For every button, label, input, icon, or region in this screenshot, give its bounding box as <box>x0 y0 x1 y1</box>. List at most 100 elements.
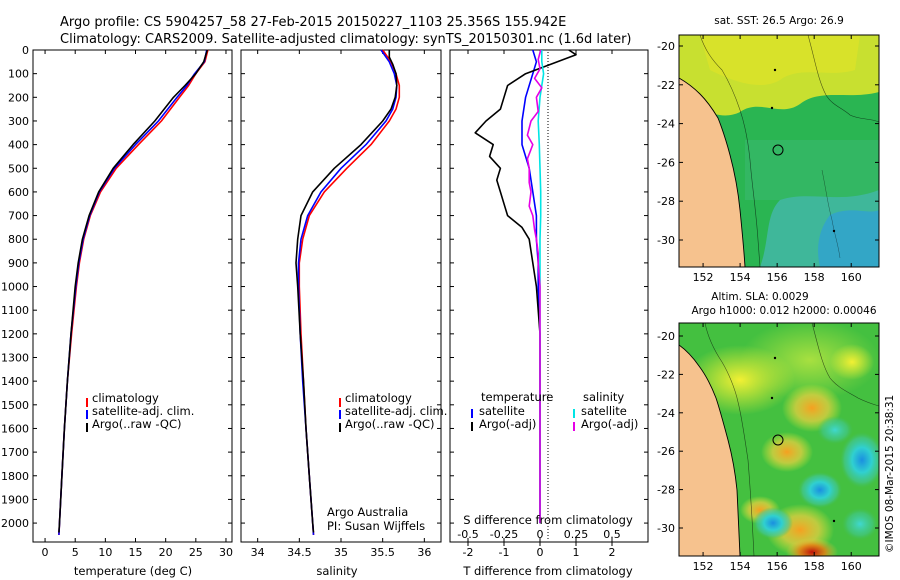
sla-y-axis: -20 -22 -24 -26 -28 -30 <box>657 330 879 535</box>
s-tick-label: 0 <box>537 528 544 541</box>
legend-argo: Argo(..raw -QC) <box>92 417 182 431</box>
series-line-salinity-argo-adj- <box>526 49 543 524</box>
s-tick-label: 0.25 <box>564 528 589 541</box>
sst-x-axis: 152 154 156 158 160 <box>693 35 862 284</box>
sst-coastline <box>679 77 746 267</box>
legend-satellite: satellite-adj. clim. <box>92 404 194 418</box>
salinity-axes-frame <box>240 49 442 543</box>
depth-tick-label: 600 <box>8 186 29 199</box>
depth-tick-label: 1400 <box>1 375 29 388</box>
lat-tick-label: -28 <box>657 195 675 208</box>
lat-tick-label: -26 <box>657 156 675 169</box>
x-tick-label: 20 <box>159 546 173 559</box>
depth-tick-label: 1900 <box>1 493 29 506</box>
lat-tick-label: -24 <box>657 118 675 131</box>
series-line-salinity-satellite <box>537 50 545 524</box>
lon-tick-label: 152 <box>693 271 714 284</box>
lat-tick-label: -26 <box>657 445 675 458</box>
difference-legend: temperature salinity satellite Argo(-adj… <box>471 390 638 431</box>
lat-tick-label: -22 <box>657 368 675 381</box>
sst-ridge <box>807 35 879 123</box>
series-line-satellite-adj-clim- <box>58 49 208 535</box>
lat-tick-label: -20 <box>657 330 675 343</box>
depth-tick-label: 100 <box>8 68 29 81</box>
lat-tick-label: -28 <box>657 484 675 497</box>
depth-tick-label: 1500 <box>1 399 29 412</box>
sla-map-title-2: Argo h1000: 0.012 h2000: 0.00046 <box>691 305 876 317</box>
x-tick-label: 10 <box>98 546 112 559</box>
lon-tick-label: 160 <box>841 560 862 573</box>
sla-coastline <box>679 344 741 556</box>
s-tick-label: -0.25 <box>490 528 518 541</box>
depth-tick-label: 1100 <box>1 304 29 317</box>
x-tick-label: 36 <box>417 546 431 559</box>
x-tick-label: 25 <box>189 546 203 559</box>
t-difference-x-axis: -2 -1 0 1 2 <box>463 50 616 559</box>
header-line-1: Argo profile: CS 5904257_58 27-Feb-2015 … <box>60 15 566 30</box>
legend-header-salinity: salinity <box>583 390 624 404</box>
depth-tick-label: 800 <box>8 233 29 246</box>
legend-climatology: climatology <box>92 391 159 405</box>
island-marker <box>773 68 777 72</box>
sla-anomaly <box>842 508 878 540</box>
island-marker <box>832 229 836 233</box>
island-marker <box>770 396 774 400</box>
legend-s-satellite: satellite <box>581 404 627 418</box>
sst-map: sat. SST: 26.5 Argo: 26.9 152 154 156 158 16… <box>657 15 880 284</box>
legend-argo: Argo(..raw -QC) <box>345 417 435 431</box>
series-line-climatology <box>58 49 209 535</box>
island-marker <box>770 106 774 110</box>
sla-anomaly <box>817 416 853 444</box>
temperature-legend: climatology satellite-adj. clim. Argo(..… <box>86 391 194 432</box>
lon-tick-label: 156 <box>767 271 788 284</box>
difference-series <box>474 49 577 524</box>
sla-anomaly <box>753 507 793 539</box>
lon-tick-label: 154 <box>730 560 751 573</box>
sla-anomaly <box>761 432 813 472</box>
series-line-argo-raw-qc- <box>58 49 209 533</box>
legend-s-argo: Argo(-adj) <box>581 417 638 431</box>
lon-tick-label: 154 <box>730 271 751 284</box>
sla-ridge <box>811 323 879 407</box>
lon-tick-label: 158 <box>804 560 825 573</box>
depth-tick-label: 500 <box>8 162 29 175</box>
x-tick-label: 15 <box>129 546 143 559</box>
t-difference-xlabel: T difference from climatology <box>462 564 633 578</box>
legend-t-argo: Argo(-adj) <box>479 417 536 431</box>
salinity-depth-ticks <box>241 49 441 524</box>
x-tick-label: 35.5 <box>370 546 395 559</box>
lon-tick-label: 156 <box>767 560 788 573</box>
island-marker <box>773 356 777 360</box>
sla-land <box>679 323 740 556</box>
depth-tick-label: 1600 <box>1 422 29 435</box>
depth-tick-label: 1800 <box>1 470 29 483</box>
sst-y-axis: -20 -22 -24 -26 -28 -30 <box>657 40 879 247</box>
sst-isobath <box>699 35 761 267</box>
depth-tick-label: 1200 <box>1 328 29 341</box>
s-tick-label: 0.5 <box>603 528 621 541</box>
salinity-xlabel: salinity <box>316 564 357 578</box>
sst-seamount-chain <box>821 169 841 259</box>
x-tick-label: 35 <box>334 546 348 559</box>
sst-cold-region <box>818 210 879 267</box>
lat-tick-label: -20 <box>657 40 675 53</box>
depth-tick-label: 300 <box>8 115 29 128</box>
sst-land <box>679 35 745 267</box>
salinity-x-axis: 34 34.5 35 35.5 36 <box>251 50 431 559</box>
temperature-x-axis: 0 5 10 15 20 25 30 <box>42 50 233 559</box>
temperature-axes-frame <box>32 49 233 543</box>
series-line-argo-raw-qc- <box>295 50 398 533</box>
x-tick-label: 0 <box>42 546 49 559</box>
island-marker <box>832 519 836 523</box>
sla-map: Altim. SLA: 0.0029 Argo h1000: 0.012 h20… <box>657 291 880 573</box>
x-tick-label: 0 <box>537 546 544 559</box>
depth-tick-label: 1000 <box>1 281 29 294</box>
x-tick-label: -1 <box>499 546 510 559</box>
x-tick-label: 2 <box>609 546 616 559</box>
sst-map-frame <box>678 34 880 268</box>
sst-warm-region-2 <box>700 35 860 86</box>
sla-map-title-1: Altim. SLA: 0.0029 <box>711 291 808 303</box>
depth-tick-label: 400 <box>8 139 29 152</box>
s-difference-axis: -0.5 -0.25 0 0.25 0.5 <box>457 528 621 546</box>
